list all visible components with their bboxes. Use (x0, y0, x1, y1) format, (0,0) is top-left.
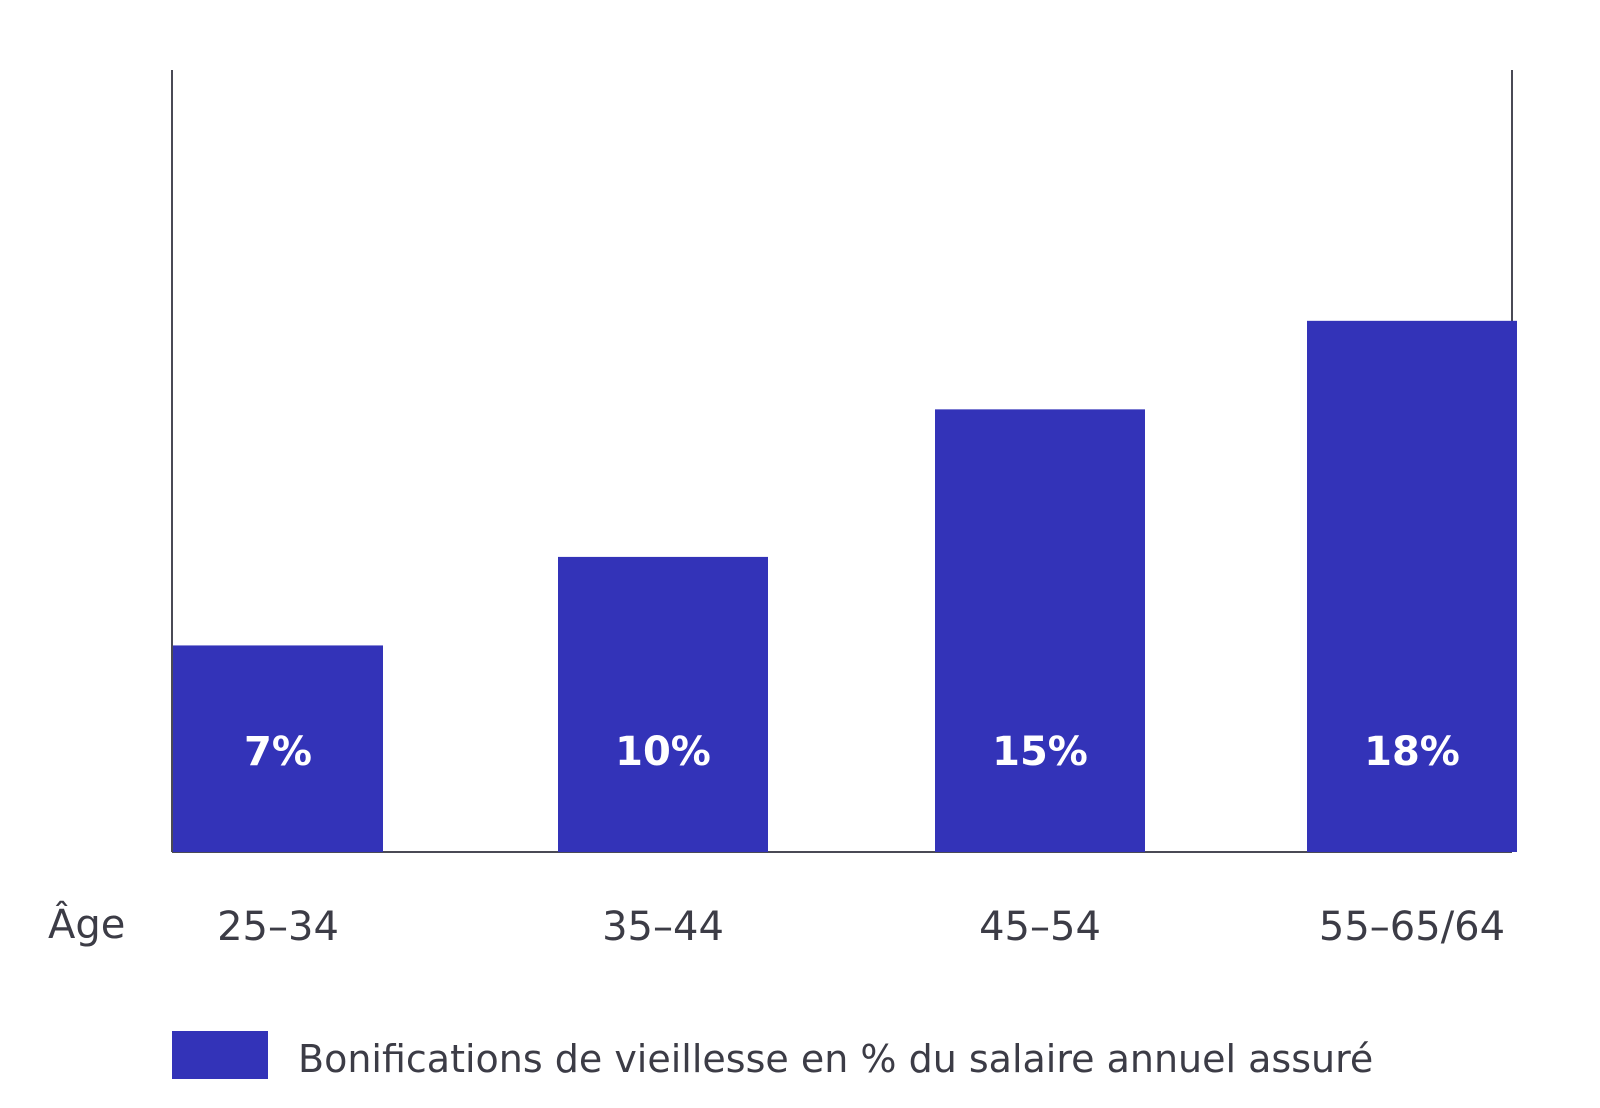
bar-value-label-4: 18% (1364, 729, 1460, 775)
x-tick-label-4: 55–65/64 (1319, 904, 1505, 950)
bar-value-label-2: 10% (615, 729, 711, 775)
x-tick-label-2: 35–44 (602, 904, 724, 950)
bar-value-label-1: 7% (244, 729, 312, 775)
x-tick-label-1: 25–34 (217, 904, 339, 950)
legend-swatch (172, 1031, 268, 1079)
bar-3 (935, 409, 1145, 852)
bar-value-label-3: 15% (992, 729, 1088, 775)
bar-4 (1307, 320, 1517, 852)
tick-labels-group: 25–34 35–44 45–54 55–65/64 (217, 904, 1505, 950)
x-tick-label-3: 45–54 (979, 904, 1101, 950)
x-axis-label: Âge (48, 900, 125, 948)
bar-2 (558, 556, 768, 852)
bars-group (173, 320, 1517, 852)
bar-labels-group: 7% 10% 15% 18% (244, 729, 1460, 775)
bar-1 (173, 645, 383, 852)
legend-label: Bonifications de vieillesse en % du sala… (298, 1037, 1373, 1081)
